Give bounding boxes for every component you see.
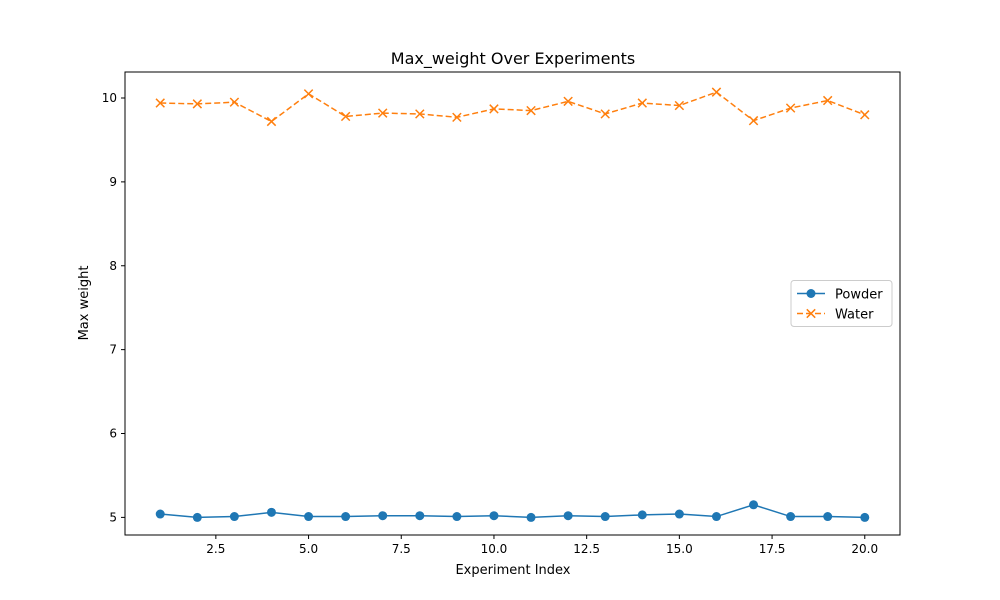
data-point-powder [452, 512, 462, 522]
data-point-powder [786, 512, 796, 522]
x-tick-label: 2.5 [206, 542, 225, 556]
data-point-water [340, 111, 351, 122]
x-tick-label: 20.0 [851, 542, 878, 556]
data-point-powder [378, 511, 388, 521]
chart-title: Max_weight Over Experiments [391, 49, 635, 69]
data-point-water [600, 109, 610, 119]
data-point-powder [823, 512, 833, 522]
legend-box [790, 280, 893, 327]
data-point-water [229, 97, 240, 107]
data-point-water [489, 104, 499, 114]
data-point-water [526, 105, 536, 116]
legend-label-water: Water [835, 308, 874, 323]
data-point-water [192, 99, 203, 109]
data-point-powder [674, 509, 684, 519]
data-point-powder [266, 507, 276, 517]
legend-label-powder: Powder [835, 288, 883, 303]
x-tick-label: 12.5 [573, 542, 600, 556]
y-tick-label: 5 [109, 510, 117, 524]
data-point-water [415, 109, 425, 119]
data-point-water [860, 110, 870, 120]
series-water [155, 87, 870, 127]
data-point-water [822, 95, 833, 106]
legend-item-water: Water [797, 308, 874, 323]
legend-marker-powder [806, 289, 816, 298]
data-point-water [303, 89, 314, 99]
x-tick-label: 7.5 [392, 542, 411, 556]
data-point-powder [489, 511, 499, 521]
data-point-powder [637, 510, 647, 520]
data-point-powder [415, 511, 425, 521]
legend: Powder Water [790, 280, 893, 327]
y-tick-label: 6 [109, 427, 117, 441]
series-line-powder [160, 504, 865, 519]
x-tick-label: 10.0 [481, 542, 508, 556]
data-point-water [637, 98, 648, 108]
data-point-water [155, 98, 165, 108]
data-point-water [748, 115, 759, 126]
data-point-powder [600, 512, 610, 522]
data-point-water [563, 96, 573, 107]
data-point-water [711, 87, 722, 97]
data-point-powder [563, 511, 573, 521]
x-tick-label: 5.0 [299, 542, 318, 556]
data-point-powder [526, 512, 536, 522]
y-axis-label: Max weight [77, 266, 92, 341]
plot-frame [124, 71, 901, 536]
data-point-powder [749, 500, 759, 510]
x-tick-label: 15.0 [666, 542, 693, 556]
data-point-water [674, 100, 685, 111]
data-point-powder [155, 509, 165, 519]
x-axis-label: Experiment Index [455, 563, 570, 578]
y-tick-label: 9 [109, 175, 117, 189]
data-point-powder [860, 512, 870, 522]
data-point-powder [192, 512, 202, 522]
data-point-powder [711, 512, 721, 522]
data-point-powder [304, 512, 314, 522]
data-point-water [377, 108, 388, 118]
series-line-water [160, 91, 866, 123]
plot-area: 2.5 5.0 7.5 10.0 12.5 15.0 17.5 20.0 5 6 7 8 9 10 [102, 71, 901, 556]
y-tick-label: 10 [102, 91, 117, 105]
data-point-water [785, 103, 796, 113]
y-tick-label: 7 [109, 343, 117, 357]
series-powder [155, 500, 870, 522]
data-point-water [452, 112, 462, 123]
y-tick-label: 8 [109, 259, 117, 273]
x-tick-label: 17.5 [759, 542, 786, 556]
data-point-powder [229, 512, 239, 522]
data-point-water [266, 116, 277, 127]
data-point-powder [341, 512, 351, 522]
legend-item-powder: Powder [797, 288, 883, 303]
legend-marker-water [806, 308, 816, 319]
